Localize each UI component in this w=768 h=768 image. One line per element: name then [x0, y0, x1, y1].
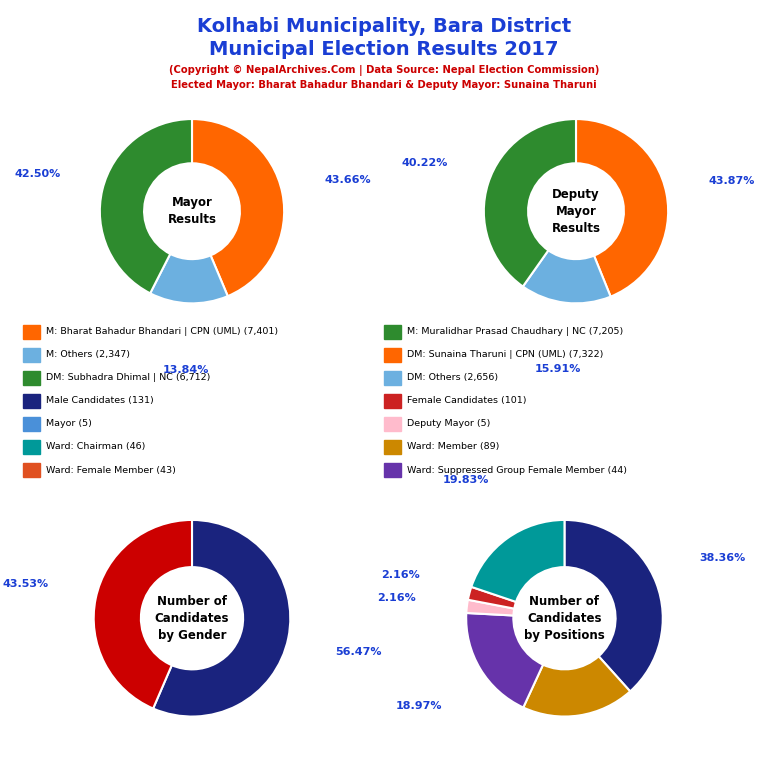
- Text: Male Candidates (131): Male Candidates (131): [46, 396, 154, 406]
- Text: 40.22%: 40.22%: [402, 158, 448, 168]
- Wedge shape: [484, 119, 576, 286]
- Text: 2.16%: 2.16%: [377, 593, 415, 603]
- Text: 43.66%: 43.66%: [325, 175, 371, 185]
- Text: Municipal Election Results 2017: Municipal Election Results 2017: [209, 40, 559, 59]
- Text: Ward: Member (89): Ward: Member (89): [407, 442, 499, 452]
- Text: (Copyright © NepalArchives.Com | Data Source: Nepal Election Commission): (Copyright © NepalArchives.Com | Data So…: [169, 65, 599, 75]
- Wedge shape: [192, 119, 284, 296]
- Text: Kolhabi Municipality, Bara District: Kolhabi Municipality, Bara District: [197, 17, 571, 36]
- Text: DM: Others (2,656): DM: Others (2,656): [407, 373, 498, 382]
- Text: Deputy
Mayor
Results: Deputy Mayor Results: [551, 187, 601, 235]
- Wedge shape: [94, 520, 192, 709]
- Wedge shape: [523, 250, 611, 303]
- Text: 43.87%: 43.87%: [709, 176, 755, 186]
- Wedge shape: [466, 600, 515, 615]
- Text: Ward: Female Member (43): Ward: Female Member (43): [46, 465, 176, 475]
- Text: M: Others (2,347): M: Others (2,347): [46, 350, 130, 359]
- Text: Number of
Candidates
by Positions: Number of Candidates by Positions: [524, 594, 605, 642]
- Text: Ward: Suppressed Group Female Member (44): Ward: Suppressed Group Female Member (44…: [407, 465, 627, 475]
- Text: Mayor
Results: Mayor Results: [167, 196, 217, 227]
- Text: 2.16%: 2.16%: [381, 570, 420, 580]
- Wedge shape: [472, 520, 564, 602]
- Wedge shape: [468, 587, 516, 608]
- Wedge shape: [576, 119, 668, 296]
- Wedge shape: [466, 613, 543, 707]
- Text: M: Muralidhar Prasad Chaudhary | NC (7,205): M: Muralidhar Prasad Chaudhary | NC (7,2…: [407, 327, 624, 336]
- Wedge shape: [523, 657, 631, 717]
- Text: Female Candidates (101): Female Candidates (101): [407, 396, 527, 406]
- Text: M: Bharat Bahadur Bhandari | CPN (UML) (7,401): M: Bharat Bahadur Bhandari | CPN (UML) (…: [46, 327, 278, 336]
- Text: 18.97%: 18.97%: [396, 700, 442, 710]
- Text: 15.91%: 15.91%: [535, 364, 581, 374]
- Text: 13.84%: 13.84%: [163, 365, 210, 375]
- Text: 43.53%: 43.53%: [3, 579, 49, 589]
- Text: 42.50%: 42.50%: [15, 169, 61, 179]
- Wedge shape: [153, 520, 290, 717]
- Wedge shape: [151, 254, 228, 303]
- Wedge shape: [564, 520, 663, 691]
- Text: Elected Mayor: Bharat Bahadur Bhandari & Deputy Mayor: Sunaina Tharuni: Elected Mayor: Bharat Bahadur Bhandari &…: [171, 80, 597, 90]
- Text: DM: Sunaina Tharuni | CPN (UML) (7,322): DM: Sunaina Tharuni | CPN (UML) (7,322): [407, 350, 604, 359]
- Text: 56.47%: 56.47%: [335, 647, 382, 657]
- Text: 38.36%: 38.36%: [700, 553, 746, 563]
- Text: Number of
Candidates
by Gender: Number of Candidates by Gender: [154, 594, 230, 642]
- Text: Ward: Chairman (46): Ward: Chairman (46): [46, 442, 145, 452]
- Wedge shape: [100, 119, 192, 293]
- Text: Mayor (5): Mayor (5): [46, 419, 92, 429]
- Text: DM: Subhadra Dhimal | NC (6,712): DM: Subhadra Dhimal | NC (6,712): [46, 373, 210, 382]
- Text: Deputy Mayor (5): Deputy Mayor (5): [407, 419, 491, 429]
- Text: 19.83%: 19.83%: [442, 475, 488, 485]
